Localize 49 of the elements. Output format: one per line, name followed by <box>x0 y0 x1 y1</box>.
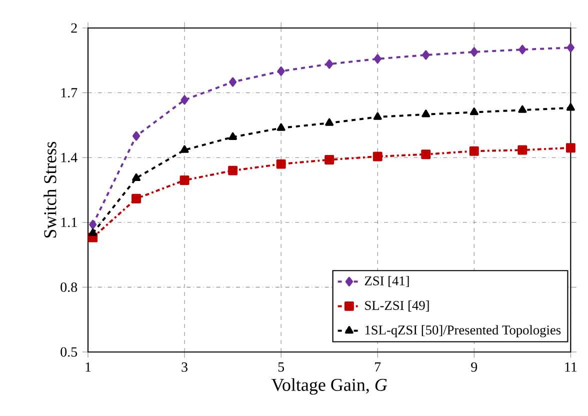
point <box>228 166 238 176</box>
point <box>566 103 575 111</box>
point <box>132 194 142 204</box>
y-tick-label: 1.7 <box>61 88 78 98</box>
point <box>422 50 430 60</box>
point <box>326 59 334 69</box>
y-tick-label: 0.5 <box>60 347 78 357</box>
x-tick-label: 9 <box>471 362 478 372</box>
point <box>180 145 189 153</box>
y-axis-title: Switch Stress <box>44 142 56 238</box>
point <box>277 66 285 76</box>
legend-label: ZSI [41] <box>364 276 409 288</box>
point <box>325 118 334 126</box>
point <box>470 107 478 116</box>
x-tick-label: 11 <box>565 362 577 372</box>
point <box>374 54 382 64</box>
point <box>228 132 238 140</box>
x-tick-label: 5 <box>278 362 284 372</box>
point <box>469 146 479 156</box>
point <box>229 77 237 87</box>
point <box>421 150 431 160</box>
point <box>372 152 382 162</box>
point <box>566 143 576 153</box>
point <box>518 44 526 54</box>
point <box>276 159 286 169</box>
x-axis-title: Voltage Gain, G <box>271 378 388 395</box>
x-tick-label: 7 <box>375 362 381 372</box>
x-tick-label: 1 <box>86 362 91 372</box>
y-tick-label: 1.1 <box>61 218 77 228</box>
point <box>470 47 478 57</box>
point <box>276 123 286 131</box>
point <box>566 42 574 52</box>
point <box>132 173 141 181</box>
y-tick-label: 2 <box>71 23 77 33</box>
point <box>518 105 527 113</box>
point <box>132 131 140 141</box>
legend-label: 1SL-qZSI [50]/Presented Topologies <box>365 325 561 338</box>
point <box>180 95 188 105</box>
y-tick-label: 0.8 <box>60 282 78 292</box>
point <box>89 220 97 230</box>
point <box>518 145 528 155</box>
point <box>324 155 334 164</box>
point <box>373 112 382 120</box>
x-tick-label: 3 <box>182 362 188 372</box>
point <box>180 176 190 185</box>
point <box>88 228 98 236</box>
y-tick-label: 1.4 <box>61 152 78 162</box>
point <box>422 110 430 118</box>
legend-label: SL-ZSI [49] <box>365 300 429 312</box>
